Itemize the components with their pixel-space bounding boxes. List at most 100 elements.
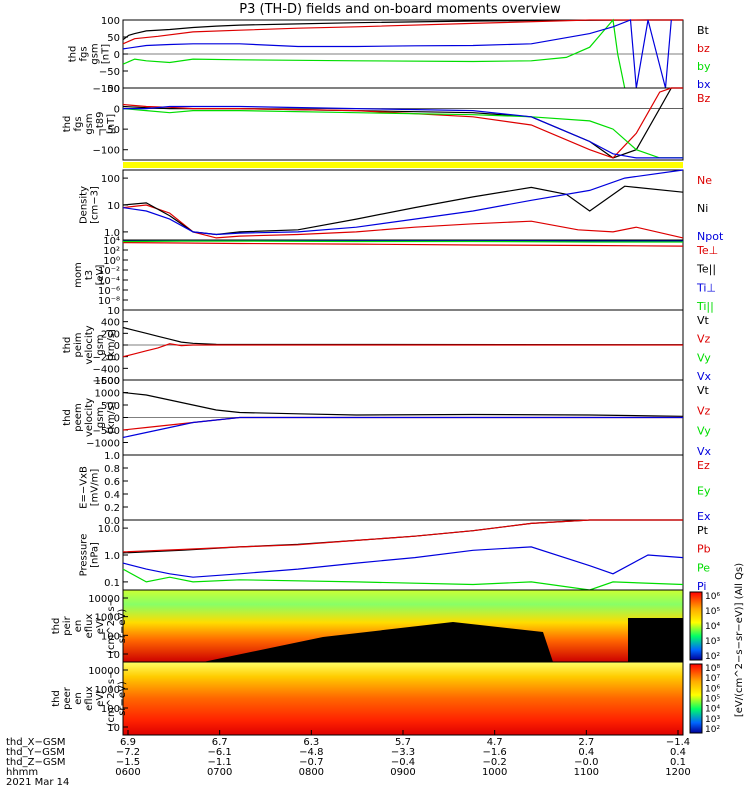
legend-entry: Npot — [697, 230, 724, 243]
legend-entry: Ez — [697, 459, 710, 472]
y-tick-label: 10.0 — [98, 524, 120, 535]
series-line-bt — [122, 87, 683, 159]
status-bar — [123, 162, 683, 168]
y-tick-label: −500 — [93, 426, 120, 437]
y-axis-label: peer — [62, 686, 73, 710]
y-tick-label: −600 — [93, 376, 120, 387]
panel-frame — [122, 519, 684, 591]
y-tick-label: 0.1 — [104, 578, 120, 589]
y-tick-label: 0.4 — [104, 490, 120, 501]
colorbar-frame — [689, 591, 703, 661]
x-tick-label: 2.7 — [578, 737, 594, 748]
y-tick-label: 1500 — [95, 376, 120, 387]
y-axis-label: [mV/m] — [90, 469, 101, 507]
x-row-label: thd_X−GSM — [6, 737, 66, 748]
x-tick-label: 6.7 — [212, 737, 228, 748]
series-line-pi — [122, 546, 684, 578]
series-line-vt — [122, 391, 684, 417]
colorbar-frame — [689, 663, 703, 734]
series-line-ne — [122, 204, 684, 239]
panel-pressure: 0.1 1.0 10.0 Pt Pb Pe Pi Pressure [nPa] — [79, 519, 711, 593]
y-axis-label: fgs — [73, 116, 84, 131]
y-axis-label: sr−eV) — [117, 681, 128, 716]
y-axis-label: gsm — [84, 113, 95, 134]
x-tick-label: −4.8 — [299, 747, 323, 758]
colorbar-label: 10³ — [705, 715, 720, 725]
series-line-bx — [122, 19, 672, 89]
colorbar-label: 10⁴ — [705, 705, 720, 715]
y-tick-label: 500 — [101, 401, 120, 412]
x-tick-label: 0800 — [299, 767, 324, 778]
y-axis-label: en — [73, 620, 84, 633]
y-axis-label: [nT] — [101, 44, 112, 64]
colorbar-title: [eV/(cm^2−s−sr−eV)] (All Qs) — [734, 563, 745, 717]
x-tick-label: 0900 — [390, 767, 415, 778]
colorbar-label: 10⁸ — [705, 664, 720, 674]
y-tick-label: −50 — [99, 67, 120, 78]
legend-entry: Vz — [697, 333, 711, 346]
series-line-te — [122, 242, 684, 247]
y-axis-label: Pressure — [79, 534, 90, 577]
legend-entry: Vy — [697, 425, 711, 438]
legend-entry: Vy — [697, 351, 711, 364]
colorbar-label: 10² — [705, 652, 720, 662]
x-tick-label: 0700 — [207, 767, 232, 778]
legend-entry: Vt — [697, 314, 710, 327]
y-axis-label: fgs — [79, 46, 90, 61]
y-tick-label: 10 — [107, 306, 120, 317]
y-tick-label: −400 — [93, 364, 120, 375]
y-tick-label: 10⁰ — [103, 256, 120, 267]
legend-entry: Ex — [697, 510, 711, 523]
y-tick-label: 10000 — [88, 666, 120, 677]
legend-entry: Vx — [697, 370, 712, 383]
x-axis-labels: thd_X−GSM 6.9 6.7 6.3 5.7 4.7 2.7 −1.4 thd_Y−GSM… — [6, 730, 691, 788]
y-axis-label: [km/s] — [106, 401, 117, 433]
y-tick-label: 10² — [103, 246, 120, 257]
legend-entry: Bz — [697, 92, 711, 105]
y-axis-label: eV/ — [95, 690, 106, 707]
x-tick-label: −1.4 — [666, 737, 690, 748]
series-line-bz — [122, 19, 683, 45]
y-tick-label: −100 — [93, 146, 120, 157]
y-tick-label: −50 — [99, 125, 120, 136]
y-tick-label: −100 — [93, 84, 120, 95]
y-tick-label: −1000 — [86, 439, 120, 450]
y-axis-label: gsm — [95, 334, 106, 355]
page-title: P3 (TH-D) fields and on-board moments ov… — [239, 2, 561, 17]
y-axis-label: −t89 — [95, 111, 106, 136]
y-tick-label: 100 — [101, 631, 120, 642]
legend-entry: Ni — [697, 202, 708, 215]
x-tick-label: 0.4 — [670, 747, 686, 758]
y-axis-label: thd — [62, 337, 73, 354]
low-flux-region — [203, 622, 553, 662]
series-line-tg — [122, 240, 683, 243]
series-line-vz — [122, 343, 683, 358]
legend-entry: Bt — [697, 24, 710, 37]
y-axis-label: eflux — [84, 686, 95, 711]
x-tick-label: 0.1 — [670, 757, 686, 768]
panel-fgs-gsm: −100 −50 0 50 100 Bt bz by bx thd fgs gsm [nT] — [68, 16, 711, 95]
series-line-by — [122, 108, 683, 159]
panel-density: 1.0 10 100 Ne Ni Npot Density [cm−3] — [79, 169, 724, 243]
colorbar — [690, 664, 702, 733]
legend-entry: Ey — [697, 485, 711, 498]
y-tick-label: 50 — [107, 33, 120, 44]
y-tick-label: 0 — [114, 105, 120, 116]
y-axis-label: eV/ — [95, 617, 106, 634]
y-axis-label: thd — [68, 46, 79, 63]
legend-entry: Te|| — [696, 263, 716, 276]
y-tick-label: 1000 — [95, 685, 120, 696]
x-tick-label: −6.1 — [208, 747, 232, 758]
colorbar-label: 10⁷ — [705, 674, 720, 684]
y-axis-label: peem — [73, 403, 84, 431]
panel-fgs-gsm-zoom: −100 −50 0 50 Bz thd fgs gsm −t89 [nT] — [62, 84, 711, 161]
date-label: 2021 Mar 14 — [6, 777, 69, 788]
series-line-vt — [122, 326, 684, 346]
y-axis-label: thd — [51, 690, 62, 707]
y-axis-label: [cm−3] — [90, 186, 101, 224]
y-axis-label: t3 — [84, 270, 95, 280]
y-tick-label: 10⁻² — [98, 266, 120, 277]
